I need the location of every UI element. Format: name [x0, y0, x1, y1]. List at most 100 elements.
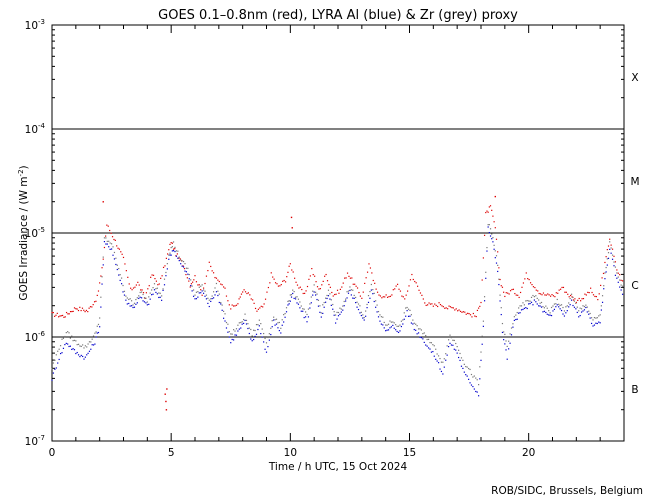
data-point: [426, 345, 428, 347]
data-point: [361, 297, 363, 299]
data-point: [122, 284, 124, 287]
data-point: [322, 312, 324, 315]
data-point: [166, 268, 168, 270]
data-point: [156, 287, 158, 289]
data-point: [489, 235, 492, 237]
data-point: [368, 263, 370, 265]
data-point: [457, 349, 460, 351]
data-point: [168, 254, 170, 256]
data-point: [116, 264, 118, 266]
data-point: [350, 289, 352, 291]
data-point: [143, 301, 146, 303]
data-point: [497, 251, 499, 253]
data-point: [241, 323, 243, 325]
data-point: [559, 308, 561, 310]
data-point: [369, 297, 371, 299]
data-point: [372, 293, 374, 295]
data-point: [471, 316, 473, 318]
data-point: [153, 283, 156, 285]
data-point: [601, 301, 604, 303]
data-point: [522, 302, 524, 304]
data-point: [605, 256, 607, 258]
data-point: [520, 305, 523, 307]
data-point: [300, 310, 302, 312]
data-point: [613, 255, 615, 257]
y-tick-base: 10: [25, 20, 38, 32]
data-point: [110, 248, 113, 250]
data-point: [188, 280, 190, 282]
data-point: [568, 296, 570, 298]
data-point: [284, 312, 286, 315]
data-point: [145, 292, 147, 294]
data-point: [372, 279, 374, 282]
data-point: [115, 263, 117, 266]
data-point: [77, 309, 80, 312]
data-point: [59, 352, 62, 355]
data-point: [254, 329, 256, 332]
data-point: [186, 277, 188, 279]
data-point: [230, 333, 232, 335]
data-point: [83, 358, 85, 360]
data-point: [610, 252, 612, 254]
data-point: [399, 330, 401, 332]
data-point: [169, 252, 171, 254]
data-point: [289, 294, 291, 296]
data-point: [345, 300, 347, 302]
data-point: [518, 307, 520, 309]
data-point: [377, 310, 380, 313]
data-point: [509, 342, 511, 344]
data-point: [80, 309, 82, 312]
data-point: [591, 291, 593, 294]
data-point: [393, 327, 395, 329]
data-point: [192, 295, 195, 297]
data-point: [161, 275, 163, 277]
data-point: [325, 273, 327, 276]
data-point: [64, 344, 66, 346]
data-point: [258, 325, 260, 327]
data-point: [88, 350, 91, 352]
data-point: [515, 318, 517, 321]
data-point: [101, 283, 103, 285]
flare-class-b: B: [631, 384, 638, 396]
data-point: [425, 334, 427, 337]
data-point: [188, 278, 190, 280]
data-point: [316, 298, 318, 301]
data-point: [238, 328, 240, 330]
chart-title: GOES 0.1–0.8nm (red), LYRA Al (blue) & Z…: [158, 8, 518, 23]
data-point: [432, 305, 434, 307]
data-point: [466, 375, 468, 377]
data-point: [555, 292, 557, 294]
data-point: [194, 294, 196, 296]
data-point: [208, 299, 210, 301]
data-point: [447, 346, 450, 348]
data-point: [220, 283, 222, 285]
data-point: [619, 274, 621, 276]
data-point: [323, 306, 325, 308]
data-point: [389, 295, 392, 297]
data-point: [218, 280, 220, 283]
credit-text: ROB/SIDC, Brussels, Belgium: [491, 485, 643, 497]
data-point: [162, 288, 164, 290]
data-point: [123, 290, 126, 292]
series-2: [51, 224, 624, 386]
data-point: [369, 290, 371, 293]
data-point: [99, 282, 101, 284]
data-point: [148, 303, 150, 305]
data-point: [495, 255, 498, 257]
data-point: [588, 292, 590, 294]
data-point: [235, 334, 238, 336]
data-point: [136, 297, 138, 299]
data-point: [577, 299, 579, 301]
data-point: [92, 344, 95, 346]
data-point: [519, 305, 521, 307]
data-point: [268, 339, 270, 341]
data-point: [96, 332, 98, 334]
data-point: [170, 246, 172, 249]
y-tick-exponent: -7: [38, 434, 45, 442]
data-point: [433, 345, 435, 347]
data-point: [349, 289, 351, 292]
data-point: [299, 307, 301, 309]
data-point: [459, 359, 461, 362]
data-point: [256, 310, 258, 312]
data-point: [422, 338, 424, 340]
